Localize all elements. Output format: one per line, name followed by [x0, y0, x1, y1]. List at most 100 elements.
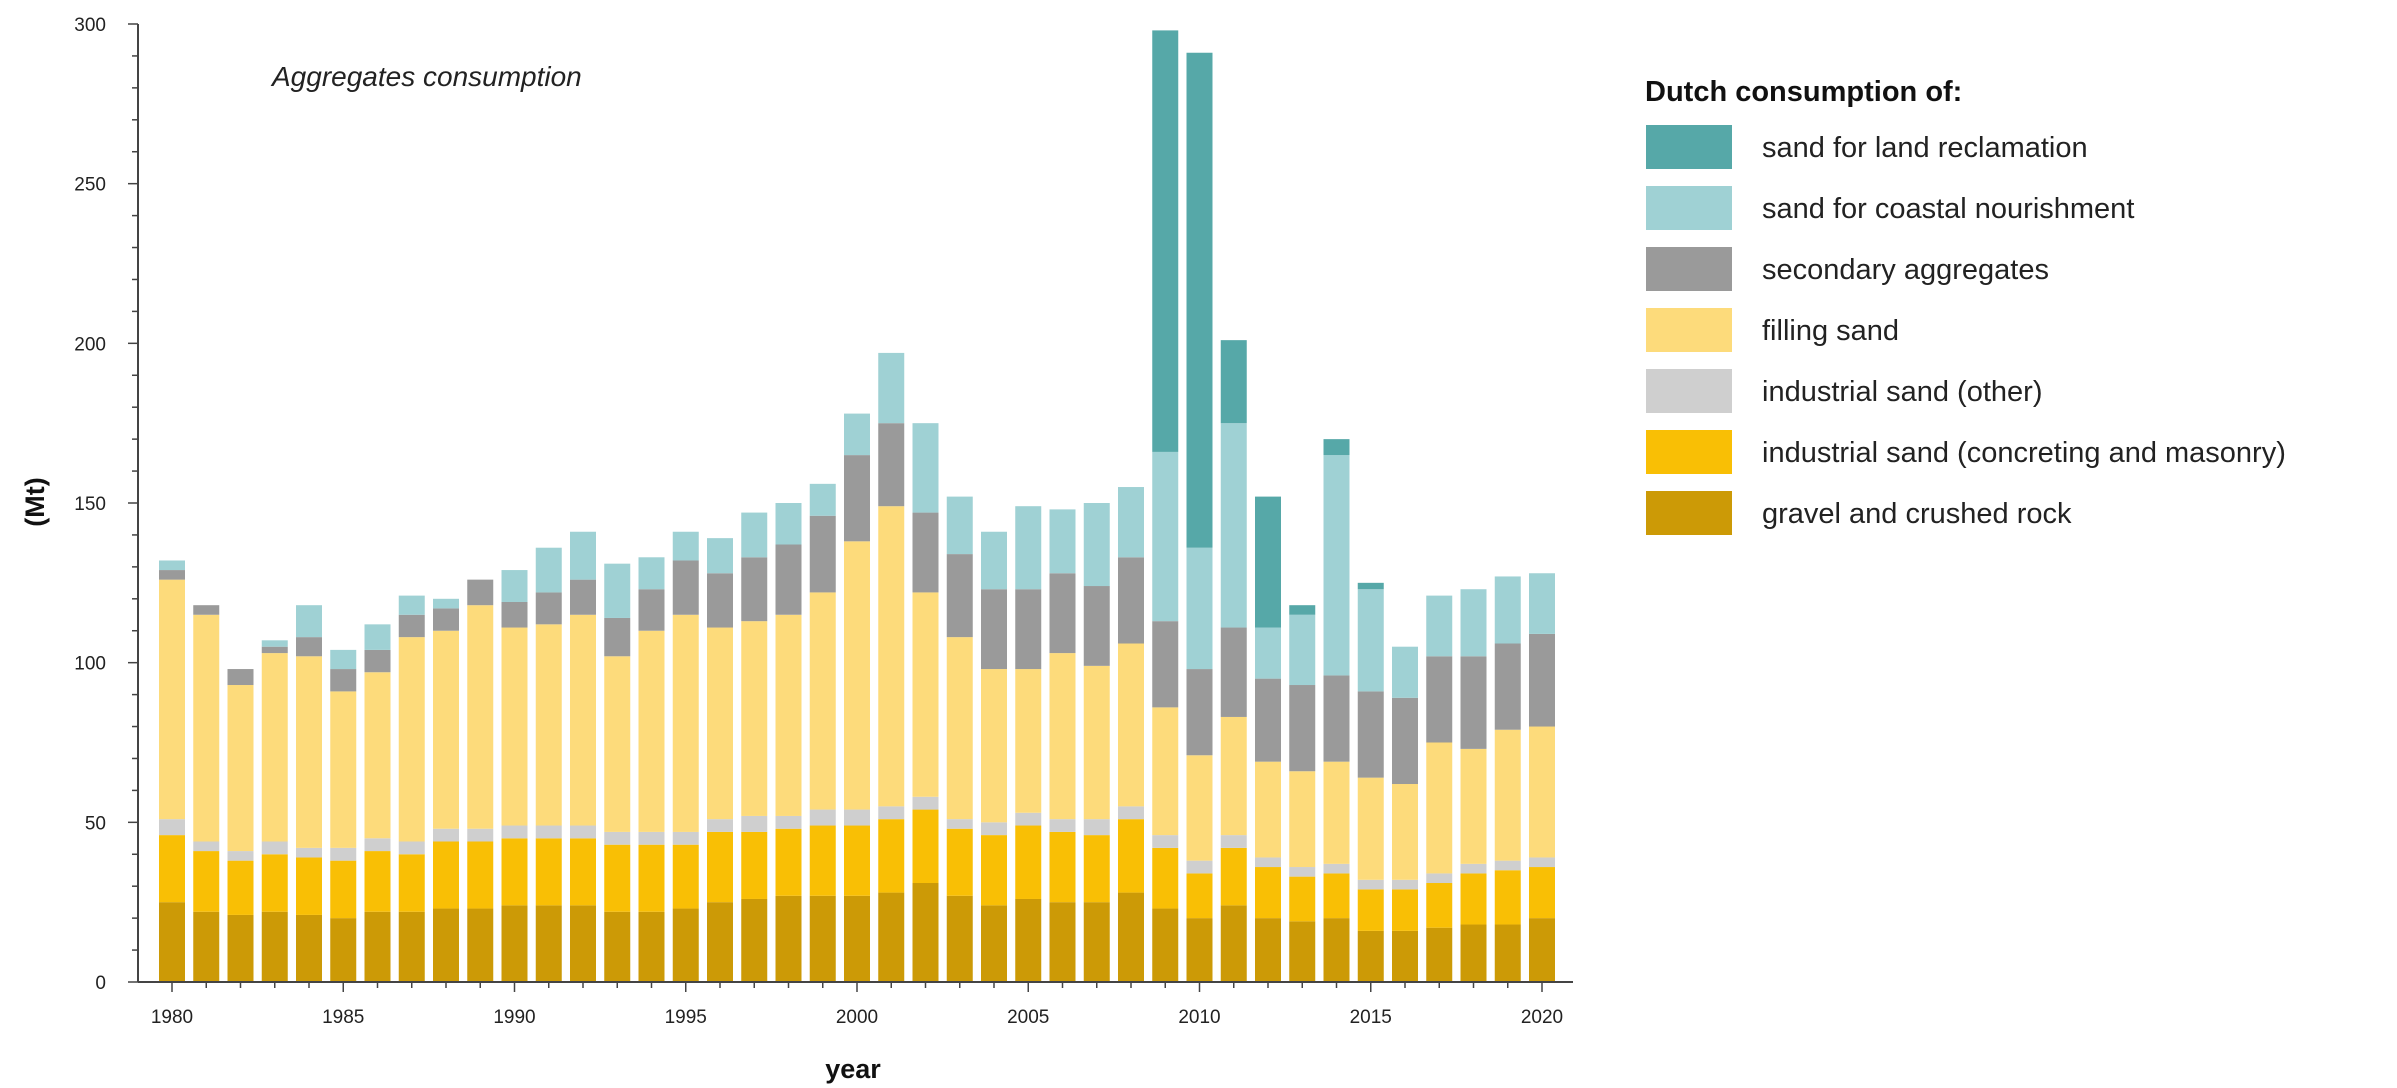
y-axis-label: (Mt) [20, 477, 50, 526]
bar-1997-series-1 [741, 831, 768, 899]
bar-1996-series-4 [707, 573, 733, 628]
bar-2001-series-0 [878, 892, 905, 982]
bar-2008-series-0 [1118, 892, 1144, 982]
bar-2007-series-0 [1083, 902, 1110, 982]
bar-1991-series-5 [535, 547, 562, 593]
bar-2018-series-2 [1460, 863, 1487, 874]
bar-1982-series-1 [227, 860, 254, 915]
y-tick-label: 100 [74, 654, 106, 675]
bar-2006-series-0 [1049, 902, 1076, 982]
bar-1998-series-3 [775, 614, 802, 816]
x-axis-label: year [825, 1054, 881, 1084]
bar-2020-series-4 [1529, 633, 1555, 727]
bar-1980-series-4 [159, 570, 185, 580]
bar-1982-series-4 [227, 669, 254, 686]
x-tick-label: 1985 [322, 1007, 364, 1028]
legend-items: sand for land reclamation sand for coasta… [1646, 125, 2286, 535]
bar-1988-series-2 [433, 828, 459, 842]
bar-2005-series-0 [1015, 898, 1042, 982]
bar-2020-series-1 [1529, 867, 1555, 919]
bar-1996-series-2 [707, 819, 733, 832]
bar-1993-series-1 [604, 844, 631, 912]
bar-2019-series-3 [1494, 729, 1521, 861]
bar-2017-series-3 [1426, 742, 1453, 874]
bar-2017-series-2 [1426, 873, 1453, 884]
bar-2013-series-0 [1289, 921, 1316, 982]
bar-2004-series-3 [981, 669, 1007, 823]
bar-2003-series-0 [946, 895, 973, 982]
bar-2014-series-2 [1323, 863, 1350, 874]
bar-2020-series-5 [1529, 573, 1555, 634]
bar-2006-series-3 [1049, 653, 1076, 820]
bar-2007-series-2 [1083, 819, 1110, 836]
bar-2006-series-4 [1049, 573, 1076, 654]
bar-1993-series-5 [604, 563, 631, 618]
legend-swatch-0 [1646, 491, 1732, 535]
bar-1989-series-0 [467, 908, 494, 982]
chart-title: Aggregates consumption [270, 61, 582, 92]
x-tick-label: 1995 [665, 1007, 707, 1028]
bar-2005-series-1 [1015, 825, 1042, 899]
bar-1997-series-3 [741, 621, 768, 816]
legend-title: Dutch consumption of: [1645, 76, 1962, 108]
bar-1983-series-2 [261, 841, 288, 855]
y-ticks: 0 50 100 150 200 250 300 [74, 15, 138, 994]
bar-2011-series-6 [1220, 340, 1247, 424]
bar-2009-series-5 [1152, 451, 1179, 622]
bar-2019-series-4 [1494, 643, 1521, 730]
y-tick-label: 150 [74, 494, 106, 515]
legend-label-4: secondary aggregates [1762, 254, 2049, 286]
bar-2012-series-1 [1255, 867, 1281, 919]
bar-1986-series-2 [364, 838, 391, 852]
y-tick-label: 0 [95, 973, 106, 994]
bar-2000-series-3 [844, 541, 870, 810]
bar-2011-series-4 [1220, 627, 1247, 717]
bar-2012-series-6 [1255, 496, 1281, 628]
bar-2019-series-0 [1494, 924, 1521, 982]
bar-1995-series-5 [672, 531, 699, 561]
legend-label-6: sand for land reclamation [1762, 132, 2088, 164]
bar-1980-series-2 [159, 819, 185, 836]
bar-1991-series-0 [535, 905, 562, 982]
bar-1990-series-3 [501, 627, 528, 826]
x-tick-label: 1990 [493, 1007, 535, 1028]
bar-1985-series-3 [330, 691, 357, 848]
bar-2012-series-0 [1255, 918, 1281, 982]
bar-1984-series-1 [296, 857, 322, 915]
bar-1981-series-1 [193, 851, 220, 912]
bar-2010-series-0 [1186, 918, 1213, 982]
bar-2015-series-0 [1357, 930, 1384, 982]
legend-label-3: filling sand [1762, 315, 1899, 347]
bar-2004-series-1 [981, 835, 1007, 906]
bar-2001-series-4 [878, 423, 905, 507]
bar-1992-series-2 [570, 825, 596, 839]
bar-2017-series-0 [1426, 927, 1453, 982]
bar-1992-series-3 [570, 614, 596, 826]
bar-2019-series-1 [1494, 870, 1521, 925]
bar-2012-series-5 [1255, 627, 1281, 679]
bar-1980-series-5 [159, 560, 185, 571]
bar-2011-series-3 [1220, 716, 1247, 836]
bar-1992-series-5 [570, 531, 596, 580]
bar-1993-series-3 [604, 656, 631, 832]
bar-2013-series-3 [1289, 771, 1316, 868]
bar-2008-series-3 [1118, 643, 1144, 807]
bar-2020-series-2 [1529, 857, 1555, 868]
bar-1986-series-1 [364, 851, 391, 912]
legend-swatch-3 [1646, 308, 1732, 352]
bar-2016-series-1 [1392, 889, 1418, 931]
bar-1998-series-4 [775, 544, 802, 615]
bar-1999-series-1 [809, 825, 836, 896]
bar-2009-series-2 [1152, 835, 1179, 848]
bar-1994-series-5 [638, 557, 665, 590]
bar-2005-series-5 [1015, 506, 1042, 590]
bar-1992-series-0 [570, 905, 596, 982]
bar-2005-series-3 [1015, 669, 1042, 813]
bar-1999-series-0 [809, 895, 836, 982]
bar-1998-series-2 [775, 815, 802, 829]
bar-2016-series-4 [1392, 697, 1418, 785]
bar-1983-series-1 [261, 854, 288, 912]
bar-2001-series-5 [878, 352, 905, 424]
bar-2002-series-1 [912, 809, 939, 884]
